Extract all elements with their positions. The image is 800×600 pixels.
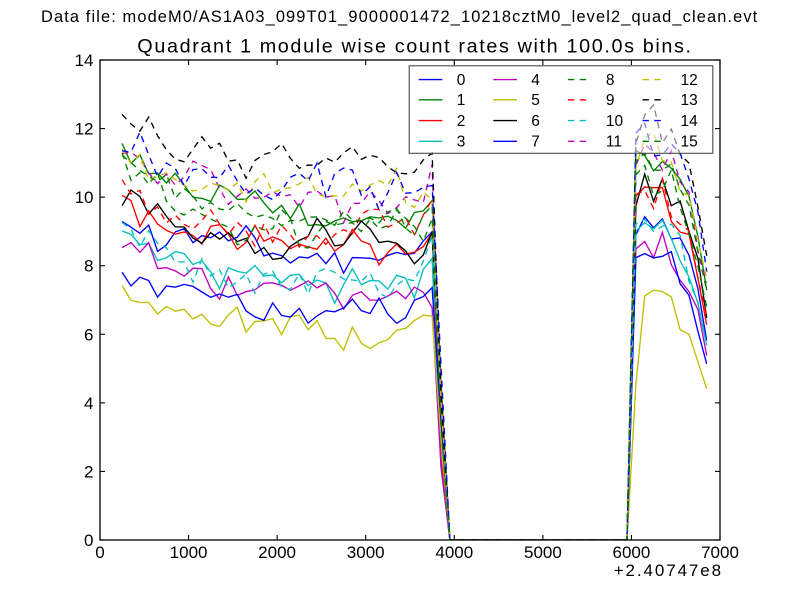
svg-text:4: 4 <box>531 72 540 89</box>
svg-text:8: 8 <box>84 257 93 276</box>
svg-text:10: 10 <box>75 188 94 207</box>
svg-text:11: 11 <box>606 134 622 151</box>
svg-text:6000: 6000 <box>612 543 650 562</box>
svg-text:2: 2 <box>457 113 466 130</box>
svg-text:4: 4 <box>84 394 93 413</box>
svg-text:7: 7 <box>531 134 540 151</box>
svg-text:7000: 7000 <box>701 543 739 562</box>
svg-text:0: 0 <box>84 531 93 550</box>
svg-text:14: 14 <box>681 113 699 130</box>
svg-text:12: 12 <box>681 72 698 89</box>
svg-text:Data file: modeM0/AS1A03_099T0: Data file: modeM0/AS1A03_099T01_90000014… <box>41 8 758 26</box>
svg-text:2: 2 <box>84 462 93 481</box>
svg-text:+2.40747e8: +2.40747e8 <box>614 561 723 580</box>
svg-text:0: 0 <box>457 72 466 89</box>
svg-text:1000: 1000 <box>170 543 208 562</box>
svg-text:3000: 3000 <box>347 543 385 562</box>
svg-text:4000: 4000 <box>435 543 473 562</box>
svg-text:6: 6 <box>531 113 540 130</box>
svg-text:0: 0 <box>95 543 104 562</box>
svg-text:15: 15 <box>681 134 698 151</box>
svg-text:5: 5 <box>531 92 540 109</box>
svg-text:14: 14 <box>75 51 94 70</box>
svg-text:2000: 2000 <box>258 543 296 562</box>
svg-text:10: 10 <box>606 113 624 130</box>
svg-text:12: 12 <box>75 120 94 139</box>
svg-text:3: 3 <box>457 134 466 151</box>
svg-text:1: 1 <box>457 92 466 109</box>
svg-text:13: 13 <box>681 92 698 109</box>
svg-text:6: 6 <box>84 325 93 344</box>
svg-text:Quadrant 1 module wise count r: Quadrant 1 module wise count rates with … <box>137 36 692 58</box>
svg-text:8: 8 <box>606 72 615 89</box>
svg-text:5000: 5000 <box>524 543 562 562</box>
svg-text:9: 9 <box>606 92 615 109</box>
